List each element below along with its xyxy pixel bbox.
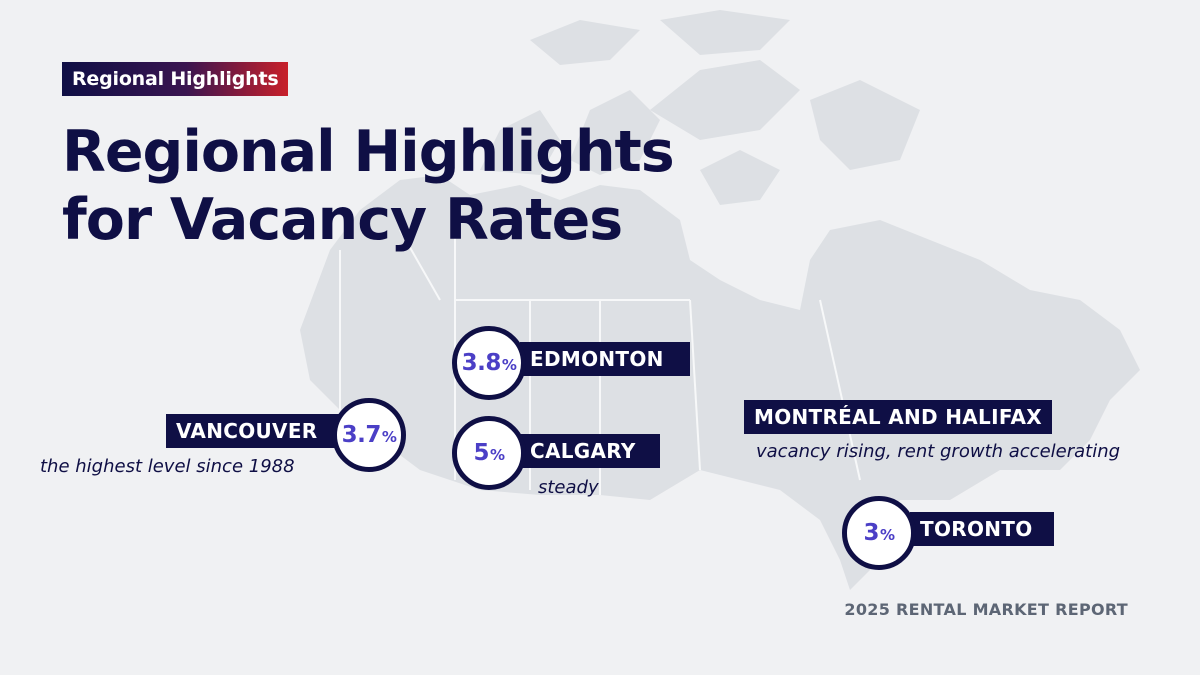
page-title: Regional Highlights for Vacancy Rates [62, 118, 762, 254]
calgary-rate: 5 [473, 440, 489, 466]
title-line-1: Regional Highlights [62, 119, 675, 185]
toronto-rate: 3 [863, 520, 879, 546]
toronto-label: TORONTO [910, 512, 1054, 546]
montreal-halifax-label: MONTRÉAL AND HALIFAX [744, 400, 1052, 434]
vancouver-rate-unit: % [381, 428, 397, 446]
edmonton-label: EDMONTON [520, 342, 690, 376]
calgary-rate-circle: 5% [452, 416, 526, 490]
montreal-halifax-note: vacancy rising, rent growth accelerating [756, 441, 1121, 462]
toronto-rate-circle: 3% [842, 496, 916, 570]
edmonton-rate-unit: % [501, 356, 517, 374]
toronto-rate-unit: % [879, 526, 895, 544]
vancouver-rate: 3.7 [341, 422, 382, 448]
vancouver-label: VANCOUVER [166, 414, 360, 448]
calgary-rate-unit: % [489, 446, 505, 464]
report-footer: 2025 RENTAL MARKET REPORT [844, 600, 1128, 619]
vancouver-note: the highest level since 1988 [40, 456, 295, 477]
section-tag: Regional Highlights [62, 62, 289, 96]
calgary-note: steady [538, 477, 599, 498]
vancouver-rate-circle: 3.7% [332, 398, 406, 472]
edmonton-rate-circle: 3.8% [452, 326, 526, 400]
calgary-label: CALGARY [520, 434, 660, 468]
title-line-2: for Vacancy Rates [62, 187, 623, 253]
edmonton-rate: 3.8 [461, 350, 502, 376]
